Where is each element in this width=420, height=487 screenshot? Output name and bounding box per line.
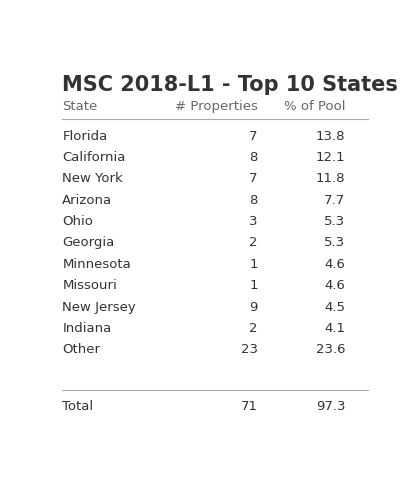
Text: Total: Total [62, 400, 93, 413]
Text: 7: 7 [249, 172, 257, 186]
Text: Florida: Florida [62, 130, 108, 143]
Text: California: California [62, 151, 126, 164]
Text: 2: 2 [249, 322, 257, 335]
Text: # Properties: # Properties [175, 100, 257, 113]
Text: 5.3: 5.3 [324, 236, 345, 249]
Text: 4.5: 4.5 [325, 300, 345, 314]
Text: 8: 8 [249, 194, 257, 206]
Text: 9: 9 [249, 300, 257, 314]
Text: Ohio: Ohio [62, 215, 93, 228]
Text: New Jersey: New Jersey [62, 300, 136, 314]
Text: Minnesota: Minnesota [62, 258, 131, 271]
Text: 7.7: 7.7 [324, 194, 345, 206]
Text: MSC 2018-L1 - Top 10 States: MSC 2018-L1 - Top 10 States [62, 75, 398, 95]
Text: 1: 1 [249, 279, 257, 292]
Text: Indiana: Indiana [62, 322, 112, 335]
Text: Arizona: Arizona [62, 194, 113, 206]
Text: State: State [62, 100, 97, 113]
Text: 13.8: 13.8 [316, 130, 345, 143]
Text: 4.6: 4.6 [325, 279, 345, 292]
Text: % of Pool: % of Pool [284, 100, 345, 113]
Text: Missouri: Missouri [62, 279, 117, 292]
Text: Georgia: Georgia [62, 236, 115, 249]
Text: 11.8: 11.8 [316, 172, 345, 186]
Text: 5.3: 5.3 [324, 215, 345, 228]
Text: 12.1: 12.1 [316, 151, 345, 164]
Text: 4.6: 4.6 [325, 258, 345, 271]
Text: 8: 8 [249, 151, 257, 164]
Text: 2: 2 [249, 236, 257, 249]
Text: 23.6: 23.6 [316, 343, 345, 356]
Text: 4.1: 4.1 [325, 322, 345, 335]
Text: Other: Other [62, 343, 100, 356]
Text: 71: 71 [241, 400, 257, 413]
Text: 7: 7 [249, 130, 257, 143]
Text: 1: 1 [249, 258, 257, 271]
Text: New York: New York [62, 172, 123, 186]
Text: 3: 3 [249, 215, 257, 228]
Text: 23: 23 [241, 343, 257, 356]
Text: 97.3: 97.3 [316, 400, 345, 413]
